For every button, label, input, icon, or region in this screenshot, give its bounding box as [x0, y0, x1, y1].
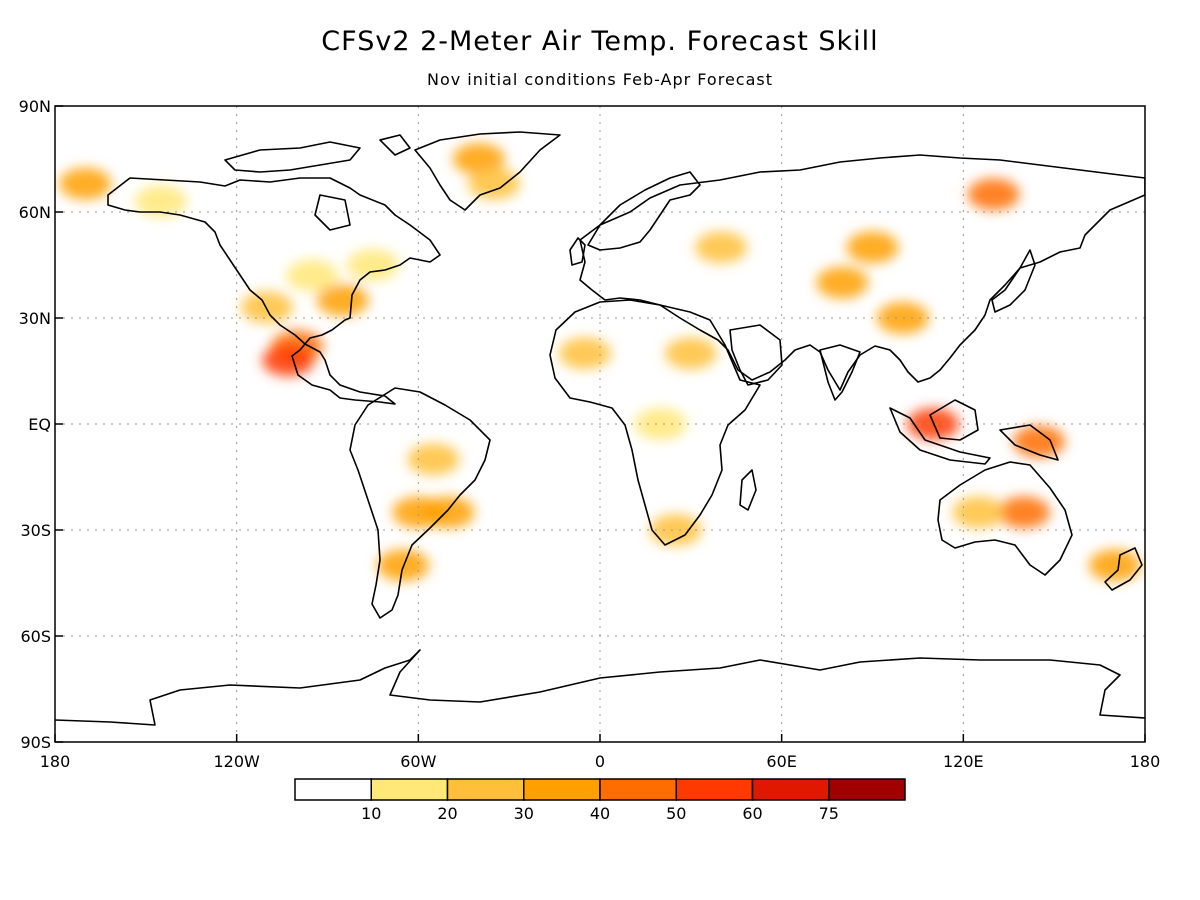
x-tick-label: 180: [1130, 752, 1161, 771]
coastlines: [55, 131, 1145, 726]
colorbar-label: 40: [590, 804, 610, 823]
axis-ticks: 180 120W 60W 0 60E 120E 180 90N 60N 30N EQ 30S 60S 90…: [19, 97, 1161, 771]
colorbar-label: 20: [437, 804, 457, 823]
colorbar-swatch: [828, 778, 906, 801]
skill-region: [407, 443, 460, 476]
skill-region: [240, 291, 293, 324]
coast-africa: [549, 299, 761, 546]
skill-region: [452, 143, 505, 175]
coast-arctic-islands: [224, 134, 411, 231]
skill-region: [558, 337, 611, 370]
x-tick-label: 180: [40, 752, 71, 771]
skill-region: [967, 178, 1020, 211]
coast-borneo: [929, 399, 979, 441]
skill-region: [316, 284, 369, 317]
coast-south-america: [349, 387, 491, 619]
x-tick-label: 60W: [400, 752, 436, 771]
coast-scandinavia: [587, 171, 701, 251]
colorbar-swatch: [751, 778, 830, 801]
skill-region: [1013, 425, 1066, 458]
coast-europe-asia: [579, 154, 1145, 391]
colorbar-label: 30: [514, 804, 534, 823]
coast-arabia: [729, 324, 783, 386]
y-tick-label: 90S: [20, 733, 51, 752]
skill-region: [346, 249, 399, 281]
skill-region: [816, 266, 869, 299]
coast-new-zealand: [1104, 547, 1143, 591]
map-grid: [55, 106, 1145, 742]
coast-japan: [991, 249, 1036, 313]
coast-madagascar: [739, 469, 757, 511]
x-tick-label: 120E: [943, 752, 984, 771]
coast-new-guinea: [999, 424, 1059, 461]
skill-region: [952, 496, 1005, 529]
skill-region: [286, 259, 339, 292]
colorbar-swatch: [599, 778, 677, 801]
coast-antarctica: [55, 649, 1145, 726]
coast-australia: [937, 461, 1073, 576]
skill-region: [846, 231, 899, 264]
y-tick-label: 60N: [19, 203, 51, 222]
skill-region: [664, 337, 717, 370]
colorbar: 10 20 30 40 50 60 75: [294, 778, 906, 823]
colorbar-swatch: [523, 778, 601, 801]
skill-region: [422, 496, 475, 529]
skill-region: [695, 231, 748, 264]
coast-india: [819, 344, 861, 401]
x-tick-label: 60E: [766, 752, 796, 771]
coast-sumatra-java: [889, 407, 991, 465]
skill-region: [59, 167, 112, 200]
colorbar-swatch: [446, 778, 525, 801]
colorbar-swatch: [370, 778, 449, 801]
y-tick-label: 60S: [20, 627, 51, 646]
colorbar-swatch: [294, 778, 372, 801]
coast-uk: [569, 237, 586, 266]
skill-region: [134, 185, 187, 218]
x-tick-label: 120W: [213, 752, 260, 771]
colorbar-label: 75: [819, 804, 839, 823]
colorbar-label: 10: [361, 804, 381, 823]
skill-region: [649, 514, 702, 546]
chart-subtitle: Nov initial conditions Feb-Apr Forecast: [426, 70, 773, 89]
y-tick-label: 30N: [19, 309, 51, 328]
skill-region: [876, 302, 929, 334]
skill-region: [634, 408, 687, 440]
colorbar-label: 60: [742, 804, 762, 823]
skill-region: [468, 167, 521, 200]
y-tick-label: EQ: [28, 415, 51, 434]
colorbar-swatch: [675, 778, 754, 801]
skill-region: [1088, 549, 1141, 582]
skill-region: [262, 344, 315, 377]
skill-region: [997, 496, 1050, 529]
colorbar-label: 50: [666, 804, 686, 823]
chart-title: CFSv2 2-Meter Air Temp. Forecast Skill: [321, 26, 879, 57]
coast-greenland: [414, 131, 561, 211]
y-tick-label: 90N: [19, 97, 51, 116]
coast-north-america: [107, 177, 441, 405]
y-tick-label: 30S: [20, 521, 51, 540]
x-tick-label: 0: [595, 752, 605, 771]
